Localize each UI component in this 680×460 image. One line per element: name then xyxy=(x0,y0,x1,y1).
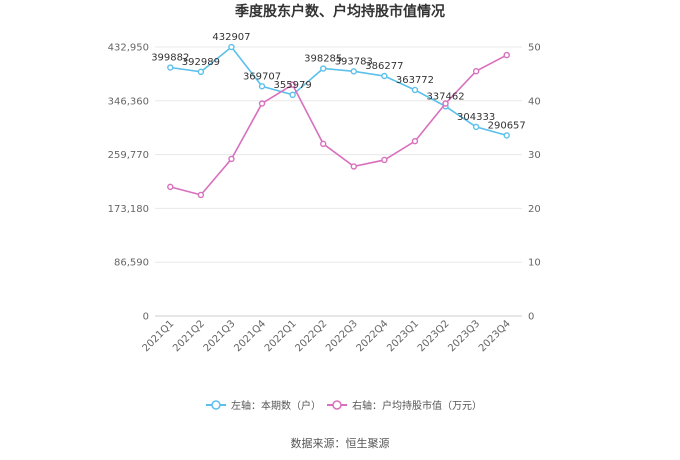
point-right[interactable] xyxy=(503,51,510,59)
left-tick-label: 432,950 xyxy=(108,43,149,54)
data-label: 355979 xyxy=(274,80,312,91)
point-left[interactable] xyxy=(503,132,510,139)
point-left[interactable] xyxy=(289,91,296,99)
x-tick-label: 2021Q1 xyxy=(141,318,177,354)
right-tick-label: 0 xyxy=(528,312,534,323)
x-tick-label: 2022Q4 xyxy=(355,318,391,354)
right-tick-label: 20 xyxy=(528,204,541,215)
x-tick-label: 2022Q3 xyxy=(324,318,360,354)
left-tick-label: 173,180 xyxy=(108,204,149,215)
chart-title: 季度股东户数、户均持股市值情况 xyxy=(234,3,445,20)
x-tick-label: 2023Q4 xyxy=(477,318,513,354)
right-tick-label: 10 xyxy=(528,258,541,269)
point-right[interactable] xyxy=(381,156,388,164)
point-left[interactable] xyxy=(167,64,174,71)
legend-right-marker xyxy=(332,400,342,410)
x-axis: 2021Q12021Q22021Q32021Q42022Q12022Q22022… xyxy=(141,315,522,354)
series-line-right xyxy=(170,54,508,196)
left-tick-label: 0 xyxy=(143,312,149,323)
x-tick-label: 2021Q4 xyxy=(232,318,268,354)
point-right[interactable] xyxy=(442,100,449,107)
point-left[interactable] xyxy=(350,68,357,75)
point-left[interactable] xyxy=(381,72,388,80)
point-right[interactable] xyxy=(258,100,266,107)
data-label: 337462 xyxy=(426,91,464,102)
legend-left-marker xyxy=(211,400,221,410)
data-label: 392989 xyxy=(182,57,220,68)
data-label: 363772 xyxy=(396,75,434,86)
right-axis: 0 10 20 30 40 50 xyxy=(528,43,541,323)
left-tick-label: 86,590 xyxy=(114,258,149,269)
data-label: 393783 xyxy=(335,56,373,67)
point-left[interactable] xyxy=(472,123,480,131)
right-tick-label: 30 xyxy=(528,150,541,161)
point-right[interactable] xyxy=(228,155,235,163)
point-right[interactable] xyxy=(350,163,357,170)
grid xyxy=(155,46,522,317)
left-axis: 0 86,590 173,180 259,770 346,360 432,950 xyxy=(108,43,149,323)
data-label: 399882 xyxy=(151,53,189,64)
point-right[interactable] xyxy=(167,183,174,191)
point-right[interactable] xyxy=(320,140,327,148)
data-label: 432907 xyxy=(212,32,250,43)
point-left[interactable] xyxy=(197,68,205,76)
x-tick-label: 2021Q2 xyxy=(171,318,207,354)
data-label: 304333 xyxy=(457,112,495,123)
x-tick-label: 2023Q3 xyxy=(446,318,482,354)
left-tick-label: 346,360 xyxy=(108,96,149,107)
legend: 左轴：本期数（户） 右轴：户均持股市值（万元） xyxy=(206,399,482,412)
legend-left-label: 左轴：本期数（户） xyxy=(231,399,321,412)
data-label: 398285 xyxy=(304,54,342,65)
point-right[interactable] xyxy=(411,137,419,145)
x-tick-label: 2021Q3 xyxy=(202,318,238,354)
x-tick-label: 2023Q2 xyxy=(416,318,452,354)
point-left[interactable] xyxy=(258,83,266,90)
series-line-left xyxy=(170,45,507,137)
point-right[interactable] xyxy=(197,191,205,199)
data-source: 数据来源：恒生聚源 xyxy=(291,436,390,450)
right-tick-label: 40 xyxy=(528,96,541,107)
legend-item-left[interactable]: 左轴：本期数（户） xyxy=(206,399,321,412)
right-tick-label: 50 xyxy=(528,43,541,54)
data-label: 369707 xyxy=(243,71,281,82)
point-right[interactable] xyxy=(472,68,480,75)
data-label: 386277 xyxy=(365,61,403,72)
x-tick-label: 2022Q1 xyxy=(263,318,299,354)
legend-right-label: 右轴：户均持股市值（万元） xyxy=(352,399,482,412)
series-layer xyxy=(167,43,510,199)
point-right[interactable] xyxy=(289,81,296,88)
legend-item-right[interactable]: 右轴：户均持股市值（万元） xyxy=(327,399,482,412)
x-tick-label: 2023Q1 xyxy=(385,318,421,354)
point-left[interactable] xyxy=(320,65,327,72)
point-left[interactable] xyxy=(411,86,419,94)
x-tick-label: 2022Q2 xyxy=(293,318,329,354)
data-label: 290657 xyxy=(488,120,526,131)
point-left[interactable] xyxy=(228,43,235,51)
left-tick-label: 259,770 xyxy=(108,150,149,161)
